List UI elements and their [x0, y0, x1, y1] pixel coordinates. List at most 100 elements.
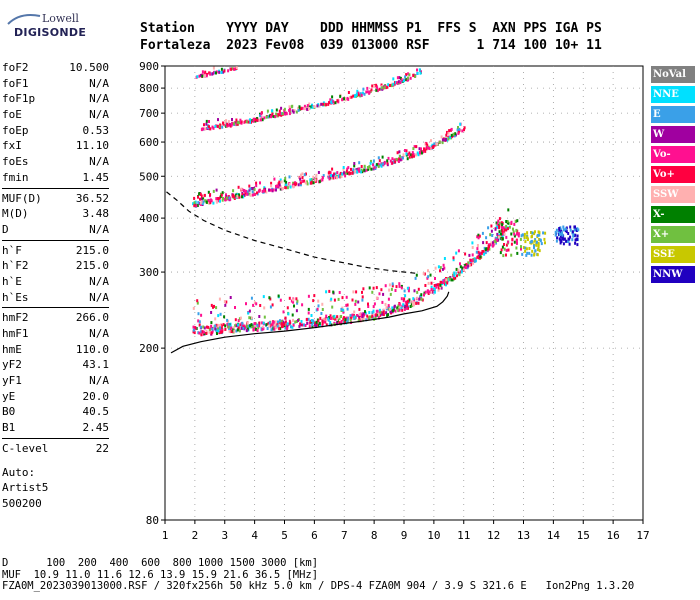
- echo-point: [321, 324, 324, 328]
- echo-point: [221, 198, 224, 202]
- echo-point: [306, 182, 309, 186]
- echo-point: [446, 281, 449, 285]
- echo-point: [338, 315, 341, 319]
- echo-point: [328, 177, 331, 181]
- echo-point: [371, 311, 374, 315]
- echo-point: [390, 84, 393, 88]
- echo-point: [559, 226, 562, 230]
- echo-point: [289, 185, 292, 189]
- echo-point: [402, 299, 405, 303]
- station-header: Station YYYY DAY DDD HHMMSS P1 FFS S AXN…: [140, 20, 602, 54]
- echo-point: [516, 232, 518, 236]
- echo-point: [248, 192, 251, 196]
- echo-point: [210, 324, 213, 328]
- echo-point: [521, 233, 524, 237]
- echo-point: [328, 175, 331, 179]
- echo-point: [292, 110, 295, 114]
- echo-point: [205, 329, 208, 333]
- echo-point: [543, 237, 546, 241]
- echo-point: [576, 243, 579, 247]
- legend-item-vo-: Vo+: [651, 166, 695, 183]
- echo-point: [363, 313, 366, 317]
- echo-point: [200, 333, 203, 337]
- echo-point: [380, 288, 383, 292]
- echo-point: [243, 189, 246, 193]
- echo-point: [453, 276, 456, 280]
- echo-point: [222, 121, 224, 125]
- echo-point: [292, 318, 294, 322]
- echo-point: [249, 187, 252, 191]
- echo-point: [404, 149, 406, 152]
- echo-point: [405, 152, 408, 156]
- echo-point: [346, 96, 349, 100]
- echo-point: [384, 302, 387, 306]
- echo-point: [298, 105, 301, 109]
- echo-point: [428, 147, 431, 150]
- echo-point: [351, 170, 354, 174]
- echo-point: [389, 310, 392, 314]
- param-row: B0 40.5: [2, 404, 109, 420]
- echo-point: [379, 163, 382, 167]
- echo-point: [216, 124, 219, 128]
- echo-point: [278, 327, 281, 331]
- echo-point: [203, 72, 206, 76]
- echo-point: [215, 323, 218, 327]
- echo-point: [489, 233, 492, 237]
- echo-point: [428, 290, 431, 294]
- echo-point: [448, 277, 451, 281]
- echo-point: [391, 306, 394, 310]
- echo-point: [510, 232, 513, 236]
- echo-point: [395, 285, 398, 289]
- echo-point: [433, 287, 436, 291]
- echo-point: [303, 173, 306, 177]
- param-row: hmF2 266.0: [2, 310, 109, 326]
- echo-point: [380, 83, 383, 87]
- echo-point: [389, 307, 392, 311]
- echo-point: [271, 303, 274, 307]
- echo-point: [447, 137, 450, 141]
- echo-point: [332, 290, 335, 294]
- echo-point: [248, 118, 251, 122]
- echo-point: [245, 302, 247, 306]
- echo-point: [347, 91, 350, 94]
- echo-point: [209, 198, 212, 202]
- echo-point: [388, 288, 391, 292]
- echo-point: [261, 189, 264, 193]
- echo-point: [476, 235, 479, 239]
- echo-point: [291, 325, 294, 329]
- echo-point: [540, 242, 543, 246]
- echo-point: [404, 75, 407, 79]
- echo-point: [573, 228, 576, 232]
- echo-point: [439, 283, 442, 287]
- echo-point: [559, 234, 562, 238]
- echo-point: [559, 241, 562, 245]
- echo-point: [255, 327, 257, 331]
- echo-point: [196, 301, 199, 305]
- electron-density-profile-curve: [170, 291, 450, 354]
- echo-point: [421, 298, 424, 302]
- echo-point: [290, 325, 292, 329]
- echo-point: [431, 145, 434, 149]
- echo-point: [447, 131, 450, 135]
- echo-point: [297, 108, 300, 112]
- echo-point: [207, 198, 210, 202]
- echo-point: [500, 248, 503, 252]
- echo-point: [373, 84, 376, 88]
- echo-point: [403, 308, 406, 311]
- echo-point: [430, 281, 433, 285]
- param-row: h`F2 215.0: [2, 258, 109, 274]
- echo-point: [433, 290, 436, 294]
- echo-point: [389, 292, 392, 296]
- echo-point: [230, 123, 233, 127]
- param-row: foE N/A: [2, 107, 109, 123]
- logo-swoosh-icon: [7, 14, 41, 25]
- echo-point: [574, 238, 577, 242]
- echo-point: [375, 88, 378, 92]
- echo-point: [201, 194, 203, 198]
- echo-point: [223, 300, 226, 303]
- echo-point: [405, 149, 408, 153]
- echo-point: [205, 122, 208, 126]
- echo-point: [542, 231, 545, 235]
- echo-point: [284, 320, 287, 324]
- polarization-legend: NoVal NNE E W Vo- Vo+ SSW X- X+ SSE NNW: [651, 66, 695, 286]
